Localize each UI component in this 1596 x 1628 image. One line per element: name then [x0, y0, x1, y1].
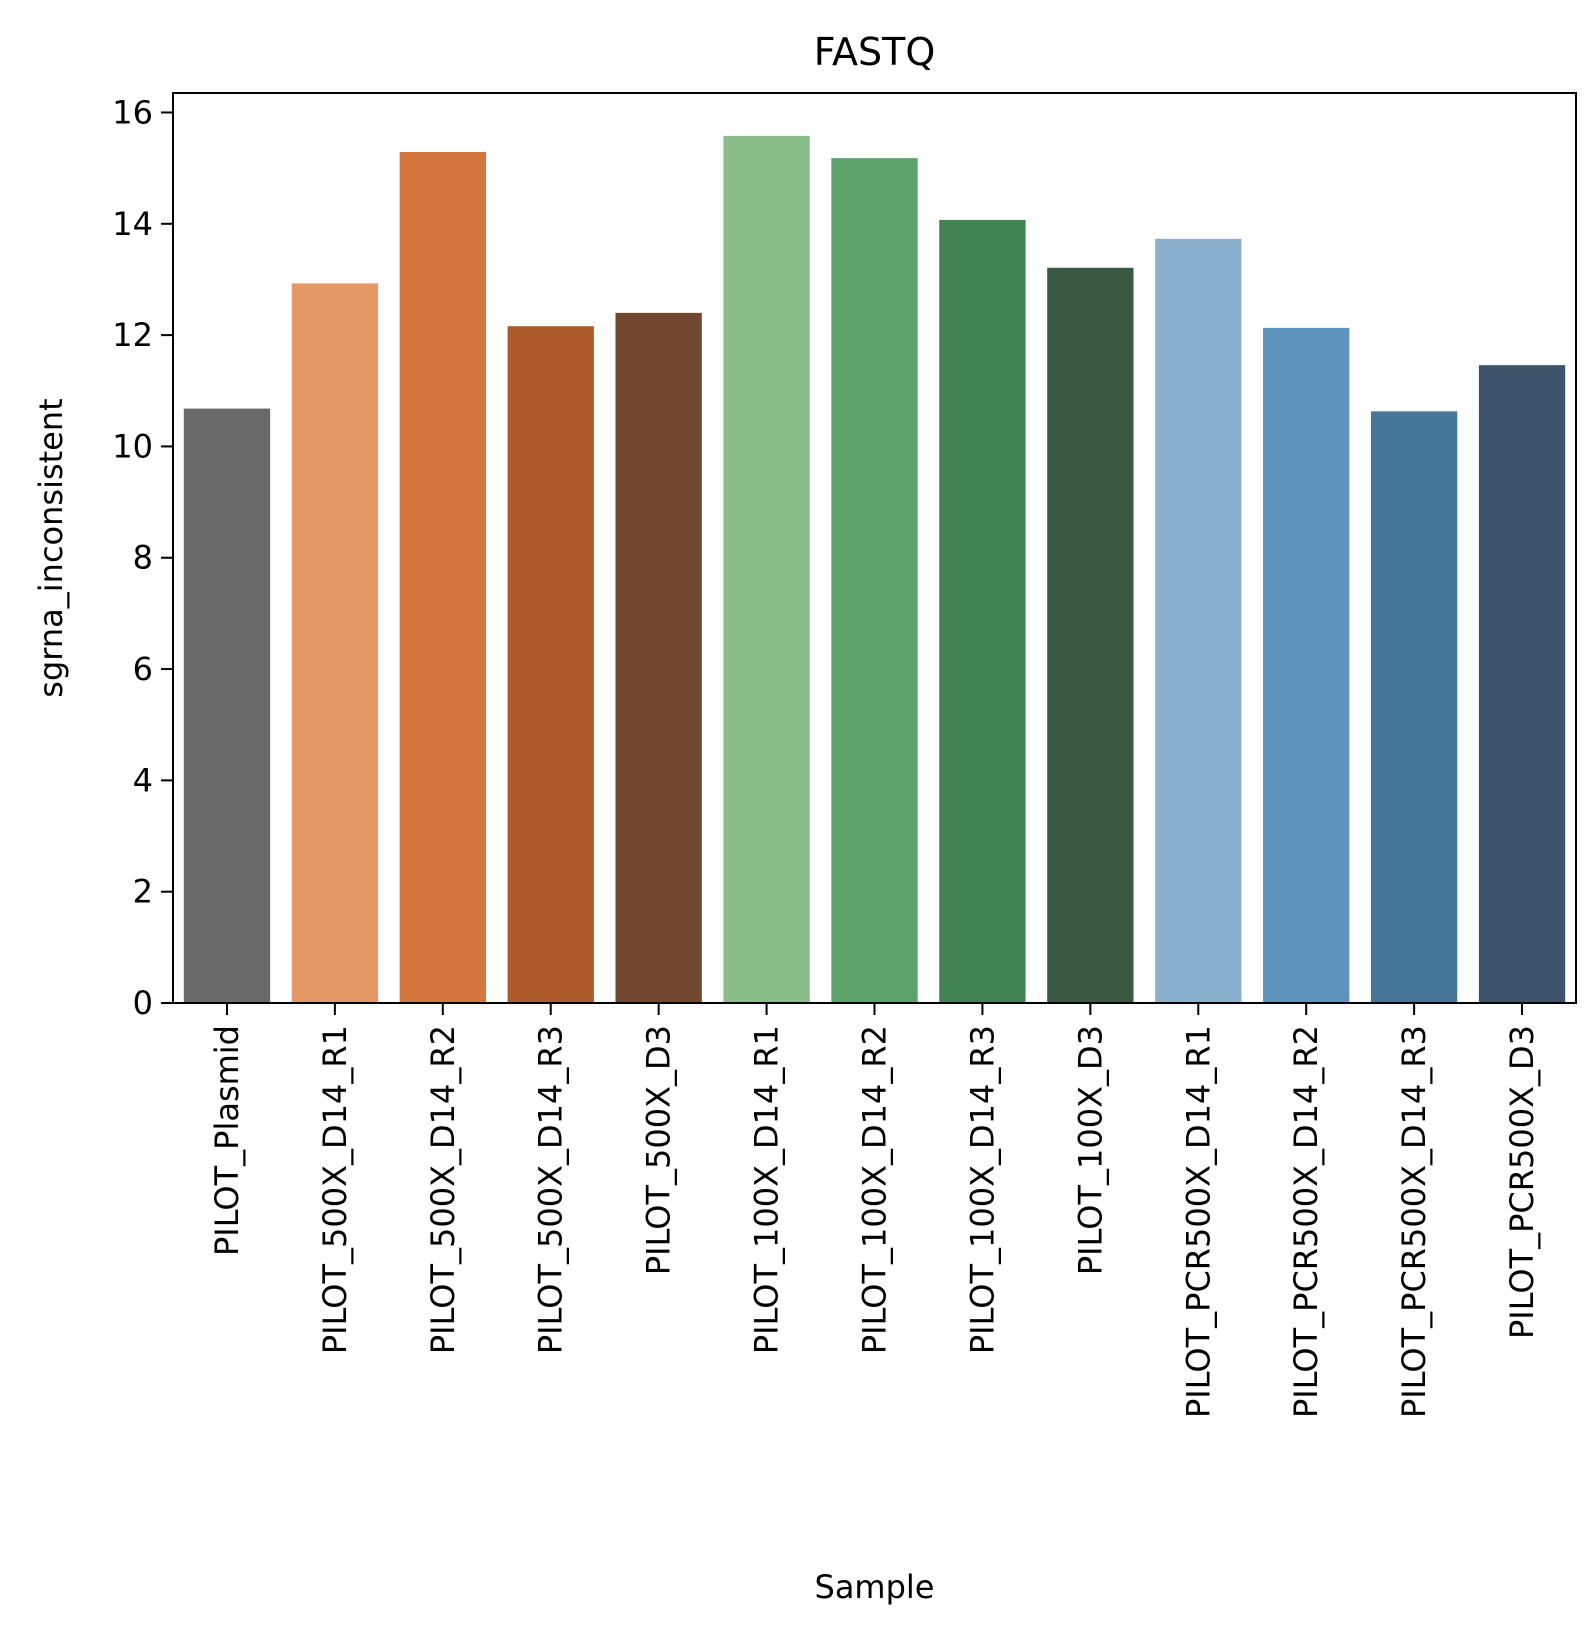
bar-pilot-pcr500x-d14-r1 — [1155, 238, 1242, 1003]
x-tick-label: PILOT_PCR500X_D3 — [1503, 1025, 1541, 1339]
x-tick-label: PILOT_500X_D3 — [640, 1025, 678, 1275]
bar-pilot-pcr500x-d3 — [1478, 365, 1566, 1003]
bar-pilot-plasmid — [183, 408, 271, 1003]
x-tick-label: PILOT_Plasmid — [208, 1025, 246, 1256]
y-axis-title: sgrna_inconsistent — [32, 398, 70, 697]
x-tick-label: PILOT_500X_D14_R1 — [316, 1025, 354, 1354]
y-tick-label: 2 — [133, 873, 153, 911]
plot-frame — [172, 92, 1577, 1004]
x-tick-label: PILOT_100X_D14_R1 — [748, 1025, 786, 1354]
bar-pilot-100x-d3 — [1047, 267, 1134, 1003]
bar-pilot-100x-d14-r3 — [939, 219, 1026, 1004]
bar-pilot-500x-d14-r3 — [507, 326, 594, 1003]
y-tick-label: 10 — [112, 427, 153, 465]
y-tick-label: 12 — [112, 316, 153, 354]
x-tick-label: PILOT_PCR500X_D14_R3 — [1395, 1025, 1433, 1418]
x-tick-label: PILOT_500X_D14_R2 — [424, 1025, 462, 1354]
bar-pilot-pcr500x-d14-r2 — [1263, 327, 1350, 1003]
bar-pilot-100x-d14-r1 — [723, 135, 810, 1003]
y-tick-label: 0 — [133, 984, 153, 1022]
x-tick-label: PILOT_PCR500X_D14_R2 — [1287, 1025, 1325, 1418]
bar-pilot-500x-d3 — [615, 312, 702, 1003]
x-tick-label: PILOT_PCR500X_D14_R1 — [1179, 1025, 1217, 1418]
x-axis: PILOT_Plasmid PILOT_500X_D14_R1 PILOT_500X… — [208, 1003, 1541, 1418]
bar-pilot-100x-d14-r2 — [831, 158, 918, 1003]
bar-pilot-500x-d14-r2 — [399, 151, 486, 1003]
y-tick-label: 6 — [133, 650, 153, 688]
y-axis: 0 2 4 6 8 10 12 14 16 — [112, 93, 173, 1022]
bar-pilot-pcr500x-d14-r3 — [1370, 411, 1458, 1004]
y-tick-label: 16 — [112, 93, 153, 131]
bars-group — [183, 135, 1566, 1004]
y-tick-label: 14 — [112, 205, 153, 243]
y-tick-label: 4 — [133, 761, 153, 799]
x-tick-label: PILOT_100X_D14_R3 — [963, 1025, 1001, 1354]
x-tick-label: PILOT_100X_D14_R2 — [856, 1025, 894, 1354]
x-tick-label: PILOT_100X_D3 — [1071, 1025, 1109, 1275]
bar-pilot-500x-d14-r1 — [291, 283, 379, 1003]
x-tick-label: PILOT_500X_D14_R3 — [532, 1025, 570, 1354]
y-tick-label: 8 — [133, 539, 153, 577]
chart-title: FASTQ — [814, 30, 936, 74]
x-axis-title: Sample — [815, 1568, 935, 1606]
